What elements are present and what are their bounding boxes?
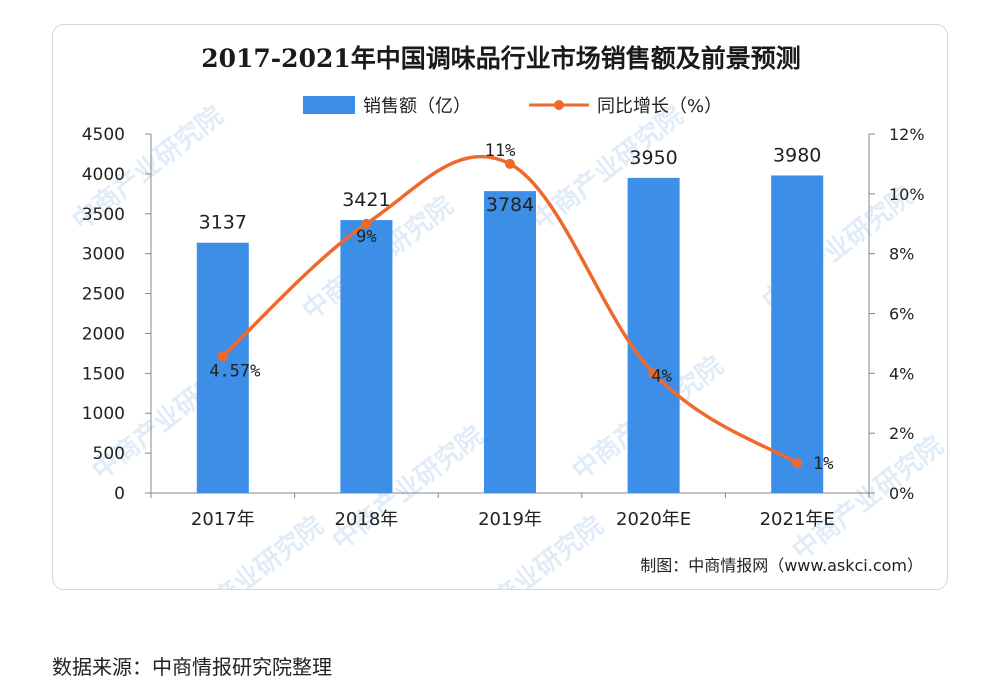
y-right-tick-label: 2% [889, 424, 914, 443]
bar-1 [340, 220, 393, 494]
growth-value-label: 1% [813, 454, 833, 474]
growth-value-label: 4.57% [209, 361, 260, 381]
bar-3 [627, 177, 680, 493]
bar-0 [196, 242, 249, 493]
y-left-tick-label: 4000 [82, 165, 125, 185]
y-left-tick-label: 2000 [82, 324, 125, 344]
bar-value-label: 3784 [486, 194, 534, 216]
y-right-tick-label: 6% [889, 305, 914, 324]
bar-4 [771, 175, 824, 494]
y-left-tick-label: 3500 [82, 205, 125, 225]
y-left-tick-label: 1000 [82, 404, 125, 424]
y-left-tick-label: 2500 [82, 285, 125, 305]
x-tick-label: 2020年E [616, 509, 691, 530]
growth-value-label: 4% [651, 366, 671, 386]
bar-2 [484, 191, 536, 493]
growth-point-0 [217, 351, 228, 362]
y-left-tick-label: 4500 [82, 125, 125, 145]
growth-point-2 [505, 158, 515, 169]
y-left-tick-label: 500 [93, 444, 125, 464]
y-left-tick-label: 1500 [82, 364, 125, 384]
y-left-tick-label: 3000 [82, 245, 125, 265]
growth-point-1 [361, 218, 372, 229]
x-tick-label: 2018年 [334, 509, 398, 530]
y-right-tick-label: 12% [889, 125, 925, 144]
growth-value-label: 11% [485, 141, 516, 161]
legend-label-bars: 销售额（亿） [363, 96, 471, 117]
growth-value-label: 9% [356, 227, 376, 247]
legend-marker-line [554, 100, 564, 110]
y-right-tick-label: 10% [889, 185, 925, 204]
chart-card: 中商产业研究院 中商产业研究院 中商产业研究院 中商产业研究院 中商产业研究院 中商产业研… [52, 24, 948, 590]
bar-value-label: 3950 [629, 147, 677, 169]
y-left-tick-label: 0 [114, 484, 125, 504]
bar-value-label: 3980 [773, 144, 821, 166]
legend-swatch-bars [303, 96, 355, 114]
legend-label-line: 同比增长（%） [597, 96, 722, 117]
bar-value-label: 3137 [199, 212, 247, 234]
y-right-tick-label: 4% [889, 364, 914, 383]
y-right-tick-label: 0% [889, 484, 914, 503]
bar-value-label: 3421 [342, 189, 390, 211]
source-note: 数据来源：中商情报研究院整理 [52, 655, 332, 679]
chart-credit: 制图：中商情报网（www.askci.com） [640, 556, 923, 575]
x-tick-label: 2019年 [478, 509, 542, 530]
y-right-tick-label: 8% [889, 245, 914, 264]
x-tick-label: 2021年E [760, 509, 835, 530]
chart-title: 2017-2021年中国调味品行业市场销售额及前景预测 [201, 44, 801, 73]
x-tick-label: 2017年 [191, 509, 255, 530]
growth-point-4 [792, 458, 803, 469]
growth-point-3 [648, 368, 659, 379]
